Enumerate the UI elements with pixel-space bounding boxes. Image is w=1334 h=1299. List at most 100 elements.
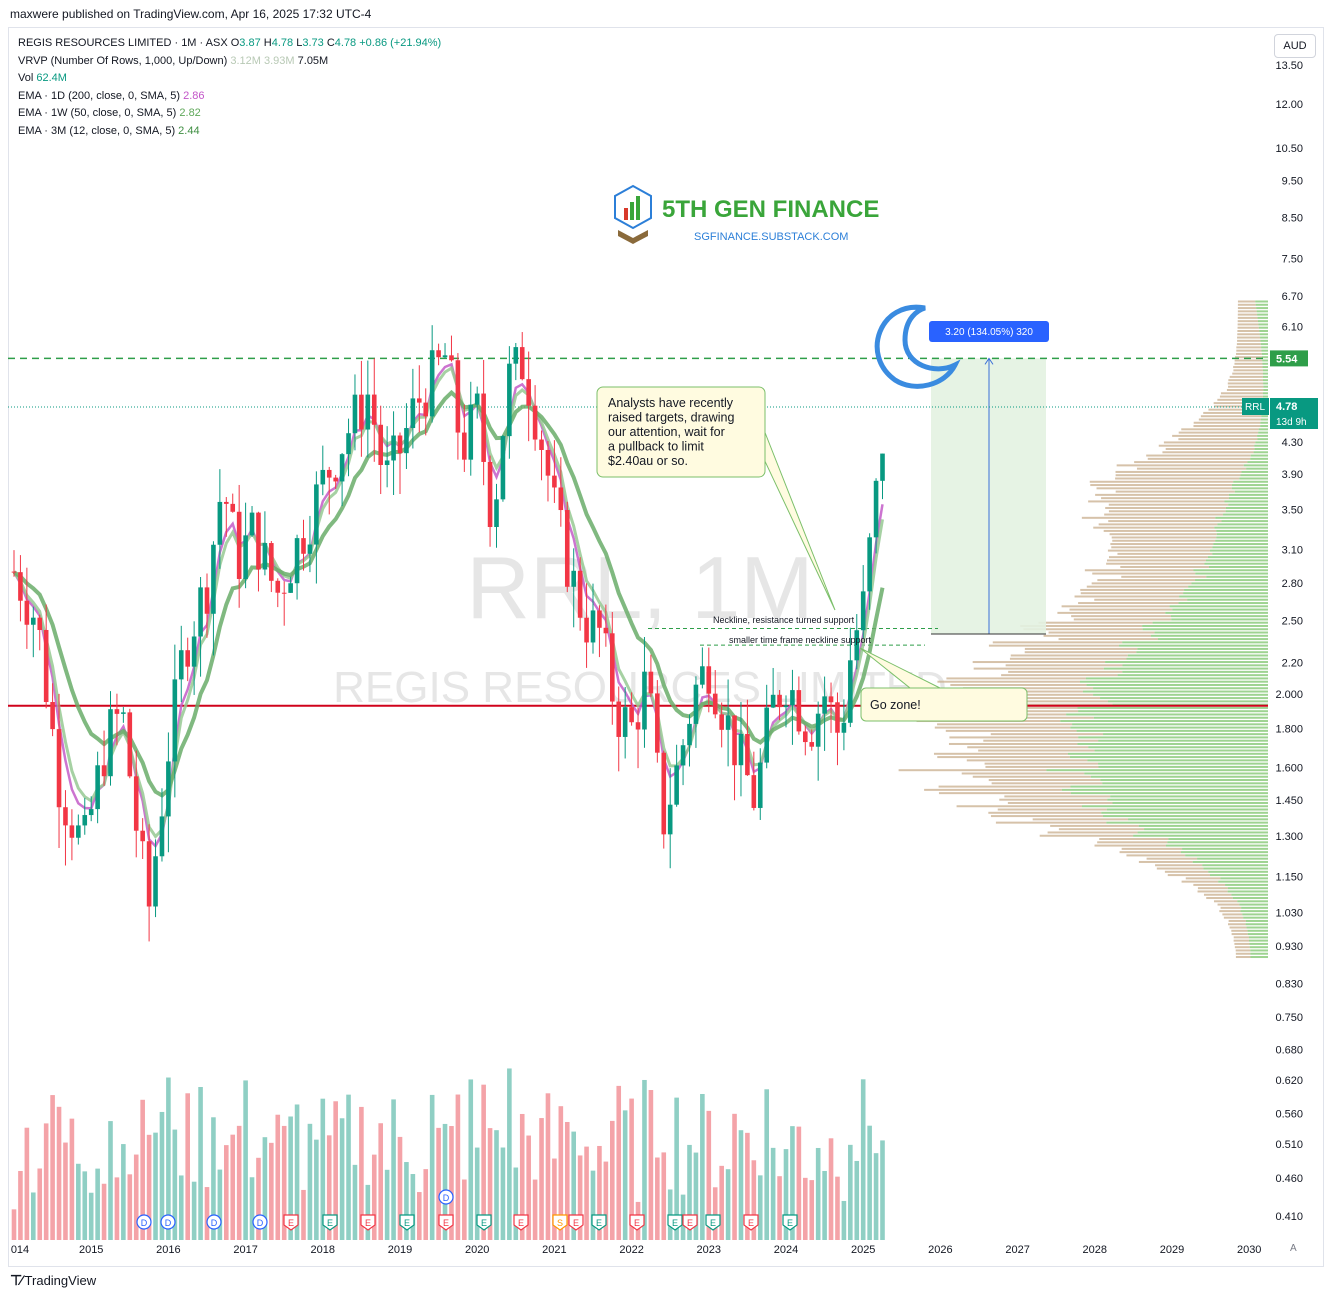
candle-body [37,617,43,630]
currency-button[interactable]: AUD [1274,34,1316,58]
vp-row-down [1005,664,1123,667]
volume-bar [76,1163,81,1240]
vp-row-down [983,739,1099,742]
logo-title: 5TH GEN FINANCE [662,196,879,223]
vp-row-up [1224,500,1268,503]
legend-vrvp-row[interactable]: VRVP (Number Of Rows, 1,000, Up/Down) 3.… [18,53,441,71]
auto-scale-button[interactable]: A [1290,1243,1297,1254]
vp-row-up [1195,579,1268,582]
vp-row-up [1257,313,1268,316]
vp-row-up [1231,487,1268,490]
volume-bar [63,1142,68,1240]
earnings-marker [629,1214,645,1231]
candle-body [320,469,326,485]
vp-row-down [1109,533,1217,536]
event-markers[interactable]: D D D D E E E E E E E S E E E E E E E ED [136,1189,798,1231]
volume-bar [146,1134,152,1240]
vp-row-up [1228,497,1268,500]
vp-row-down [1001,674,1118,677]
vp-row-down [1093,526,1215,529]
vp-row-down [1103,529,1217,532]
vp-row-up [1231,893,1268,896]
candle-body [146,841,152,907]
vp-row-down [1236,349,1262,352]
vp-row-down [1078,602,1179,605]
event-marker-label: E [748,1218,754,1228]
vp-row-up [1093,716,1268,719]
candle-body [854,630,860,661]
vp-row-down [992,700,1109,703]
price-tick-label: 1.600 [1275,762,1303,774]
legend-symbol[interactable]: REGIS RESOURCES LIMITED · 1M · ASX [18,37,228,49]
vp-row-up [1100,697,1268,700]
volume-bar [693,1152,699,1240]
vp-row-up [1192,860,1268,863]
legend-ema3-row[interactable]: EMA · 3M (12, close, 0, SMA, 5) 2.44 [18,123,441,141]
vp-row-up [1168,838,1268,841]
legend-ema2-row[interactable]: EMA · 1W (50, close, 0, SMA, 5) 2.82 [18,105,441,123]
vp-row-down [956,805,1082,808]
volume-bar [288,1116,293,1240]
candle-body [127,712,133,777]
price-tick-label: 2.80 [1282,578,1303,590]
time-axis[interactable]: 014 2015 2016 2017 2018 2019 2020 2021 2022 2023 2… [11,1244,1262,1256]
change-value: +0.86 (+21.94%) [359,37,442,49]
vp-row-down [1090,484,1232,487]
vp-row-down [1108,503,1229,506]
vp-row-down [1032,818,1129,821]
vp-row-up [1214,526,1268,529]
go-zone-box [860,687,1028,722]
candle-body [487,461,493,528]
vp-row-up [1122,664,1268,667]
earnings-marker [682,1214,698,1231]
vp-row-up [1185,854,1268,857]
vp-row-down [1228,923,1246,926]
vp-row-up [1263,388,1268,391]
vp-row-down [1236,346,1262,349]
vp-row-up [1187,598,1268,601]
vp-row-up [1077,742,1268,745]
time-tick-label: 2030 [1237,1244,1261,1256]
vp-row-up [1261,352,1268,355]
vp-row-down [1164,870,1209,873]
legend-ema1-row[interactable]: EMA · 1D (200, close, 0, SMA, 5) 2.86 [18,88,441,106]
volume-bar [552,1158,557,1240]
candle-body [294,538,300,584]
vp-row-up [1154,631,1268,634]
candle-body [494,499,499,528]
vp-row-up [1209,549,1268,552]
candle-body [603,627,609,634]
vp-row-up [1126,657,1268,660]
tradingview-footer[interactable]: ⊤⁄ TradingView [10,1272,96,1289]
event-marker-label: E [672,1218,678,1228]
vp-row-down [984,762,1099,765]
vp-row-down [1146,857,1198,860]
vp-row-down [1219,910,1241,913]
vp-row-down [924,788,1062,791]
vp-row-down [1105,506,1226,509]
close-label: C [326,37,335,49]
legend-vol-row[interactable]: Vol 62.4M [18,70,441,88]
candle-body [873,480,879,538]
candle-body [564,510,570,587]
price-axis[interactable]: 13.5012.0010.509.508.507.506.706.104.804… [1275,60,1303,1223]
vp-row-up [1112,703,1268,706]
candle-body [655,693,660,753]
volume-bar [429,1094,435,1240]
measure-tool[interactable]: 3.20 (134.05%) 320 [929,321,1049,635]
vp-row-down [937,723,1073,726]
logo-bar-icon [624,208,628,220]
vp-row-down [1004,795,1111,798]
vp-row-down [1234,946,1250,949]
candle-body [31,617,36,625]
price-tick-label: 13.50 [1275,60,1303,72]
vp-row-up [1263,385,1268,388]
candle-body [648,671,654,694]
time-tick-label: 2019 [388,1244,412,1256]
event-marker-label: E [710,1218,716,1228]
price-tick-label: 3.50 [1282,505,1303,517]
price-tick-label: 1.150 [1275,871,1303,883]
candle-body [449,355,454,361]
